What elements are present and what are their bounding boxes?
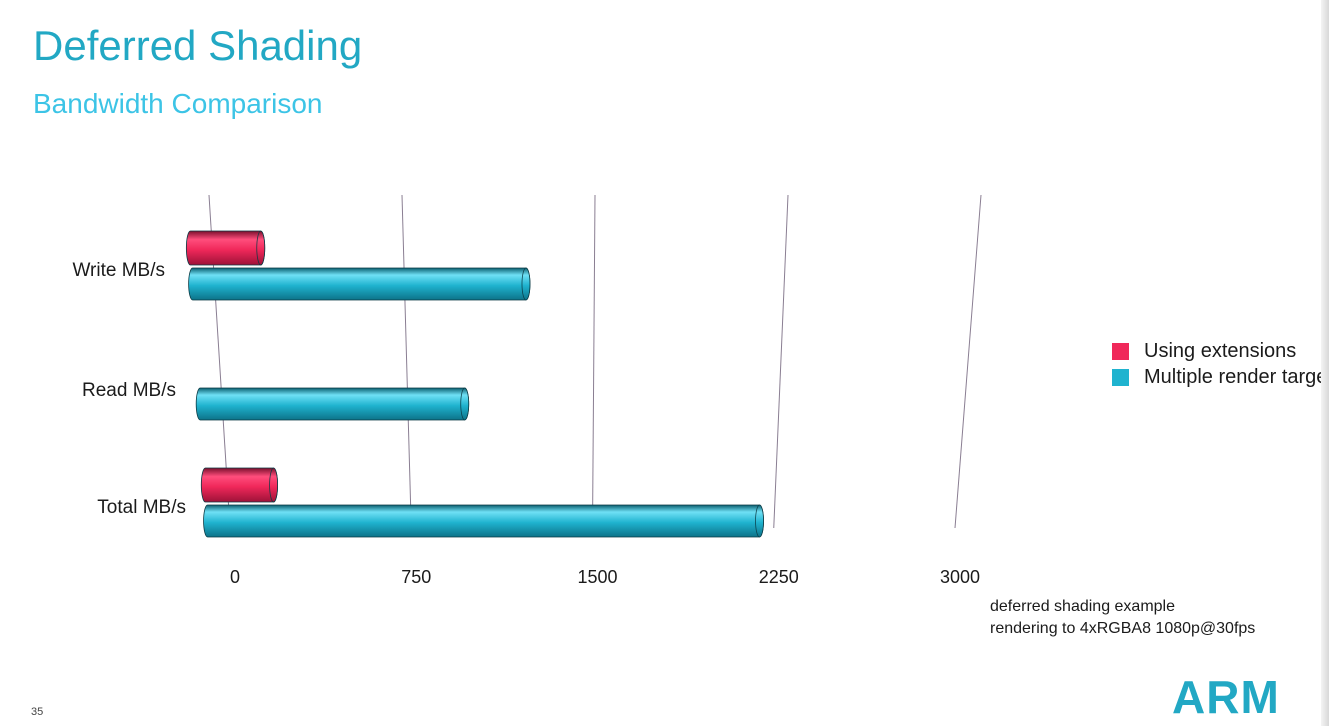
legend: Using extensions Multiple render targets xyxy=(1112,338,1329,390)
x-tick-label: 750 xyxy=(401,567,431,587)
x-tick-label: 3000 xyxy=(940,567,980,587)
category-label: Read MB/s xyxy=(82,380,176,401)
x-tick-label: 1500 xyxy=(577,567,617,587)
x-tick-label: 2250 xyxy=(759,567,799,587)
legend-item-using-extensions: Using extensions xyxy=(1112,338,1329,364)
gridlines xyxy=(208,194,982,529)
bar-using-extensions xyxy=(200,467,278,503)
bar-multiple-render-targets xyxy=(188,267,531,301)
legend-swatch-using-extensions xyxy=(1112,342,1129,360)
legend-label-multiple-render-targets: Multiple render targets xyxy=(1144,365,1329,388)
category-label: Write MB/s xyxy=(72,260,165,281)
page-number: 35 xyxy=(31,706,44,718)
arm-logo: ARM xyxy=(1172,671,1280,723)
legend-item-multiple-render-targets: Multiple render targets xyxy=(1112,364,1329,390)
legend-label-using-extensions: Using extensions xyxy=(1144,339,1297,362)
gridline-750 xyxy=(401,194,412,529)
gridline-3000 xyxy=(954,194,982,529)
slide-subtitle: Bandwidth Comparison xyxy=(33,88,323,119)
footnote-line-1: deferred shading example xyxy=(990,598,1176,615)
footnote: deferred shading example rendering to 4x… xyxy=(990,596,1255,640)
bar-using-extensions xyxy=(185,230,266,266)
category-label: Total MB/s xyxy=(97,497,186,518)
x-tick-label: 0 xyxy=(230,567,240,587)
bar-multiple-render-targets xyxy=(195,387,470,421)
axis-labels: 0 750 1500 2250 3000 Write MB/s Read MB/s Total… xyxy=(72,260,980,587)
bars xyxy=(185,230,764,538)
gridline-1500 xyxy=(592,194,596,529)
legend-swatch-multiple-render-targets xyxy=(1112,368,1129,386)
footnote-line-2: rendering to 4xRGBA8 1080p@30fps xyxy=(990,620,1256,637)
slide-edge xyxy=(1321,0,1329,726)
gridline-2250 xyxy=(773,194,789,529)
slide-title: Deferred Shading xyxy=(33,22,363,69)
bar-multiple-render-targets xyxy=(203,504,764,538)
